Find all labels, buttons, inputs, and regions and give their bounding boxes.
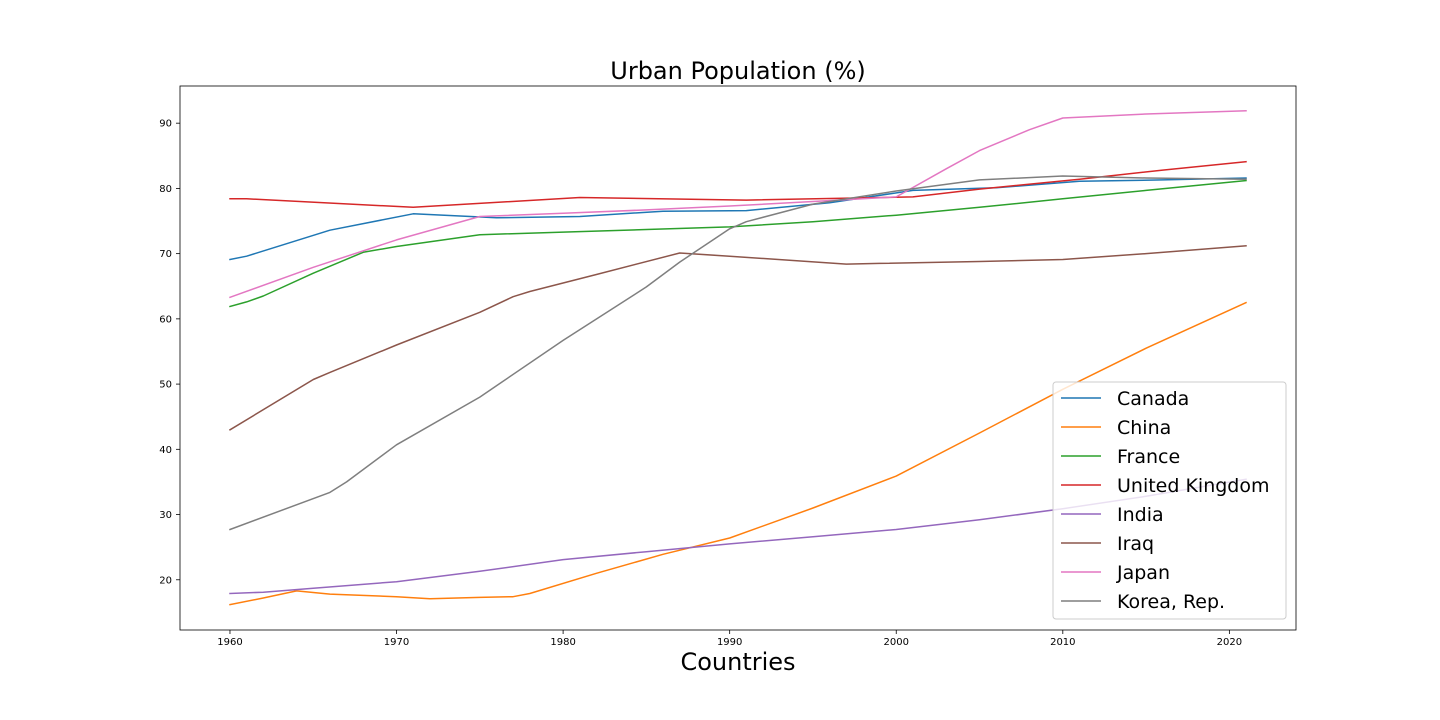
x-tick-label: 2020 (1217, 637, 1242, 648)
legend-label: United Kingdom (1117, 475, 1270, 497)
x-tick-label: 1960 (217, 637, 242, 648)
series-line-4 (229, 478, 1247, 595)
x-tick-label: 2010 (1050, 637, 1075, 648)
x-tick-label: 1990 (717, 637, 742, 648)
x-tick-label: 1970 (384, 637, 409, 648)
legend-label: Korea, Rep. (1117, 591, 1225, 613)
y-tick-label: 50 (159, 380, 172, 391)
series-line-3 (229, 160, 1247, 209)
legend-label: Canada (1117, 388, 1189, 410)
legend-label: Japan (1116, 562, 1170, 584)
x-tick-label: 1980 (550, 637, 575, 648)
legend-label: France (1117, 446, 1180, 468)
y-tick-label: 30 (159, 510, 172, 521)
x-axis-ticks: 1960 1970 1980 1990 2000 2010 2020 (217, 630, 1242, 648)
y-tick-label: 20 (159, 575, 172, 586)
y-tick-label: 60 (159, 314, 172, 325)
y-tick-label: 90 (159, 119, 172, 130)
series-line-5 (228, 244, 1247, 431)
y-tick-label: 80 (159, 184, 172, 195)
x-tick-label: 2000 (884, 637, 909, 648)
y-tick-label: 70 (159, 249, 172, 260)
legend-label: China (1117, 417, 1171, 439)
series-line-1 (229, 301, 1247, 606)
legend-frame (1052, 381, 1287, 620)
series-line-7 (229, 175, 1247, 531)
legend: Canada China France United Kingdom India Iraq… (1052, 381, 1287, 620)
series-line-2 (229, 179, 1247, 308)
plot-frame (179, 85, 1297, 631)
chart-title: Urban Population (%) (610, 57, 865, 85)
y-tick-label: 40 (159, 445, 172, 456)
series-line-6 (229, 110, 1247, 299)
series-line-0 (229, 177, 1247, 261)
legend-label: India (1117, 504, 1164, 526)
y-axis-ticks: 20 30 40 50 60 70 80 90 (159, 119, 180, 586)
x-axis-title: Countries (680, 648, 795, 676)
series-lines (228, 110, 1247, 606)
legend-label: Iraq (1117, 533, 1154, 555)
